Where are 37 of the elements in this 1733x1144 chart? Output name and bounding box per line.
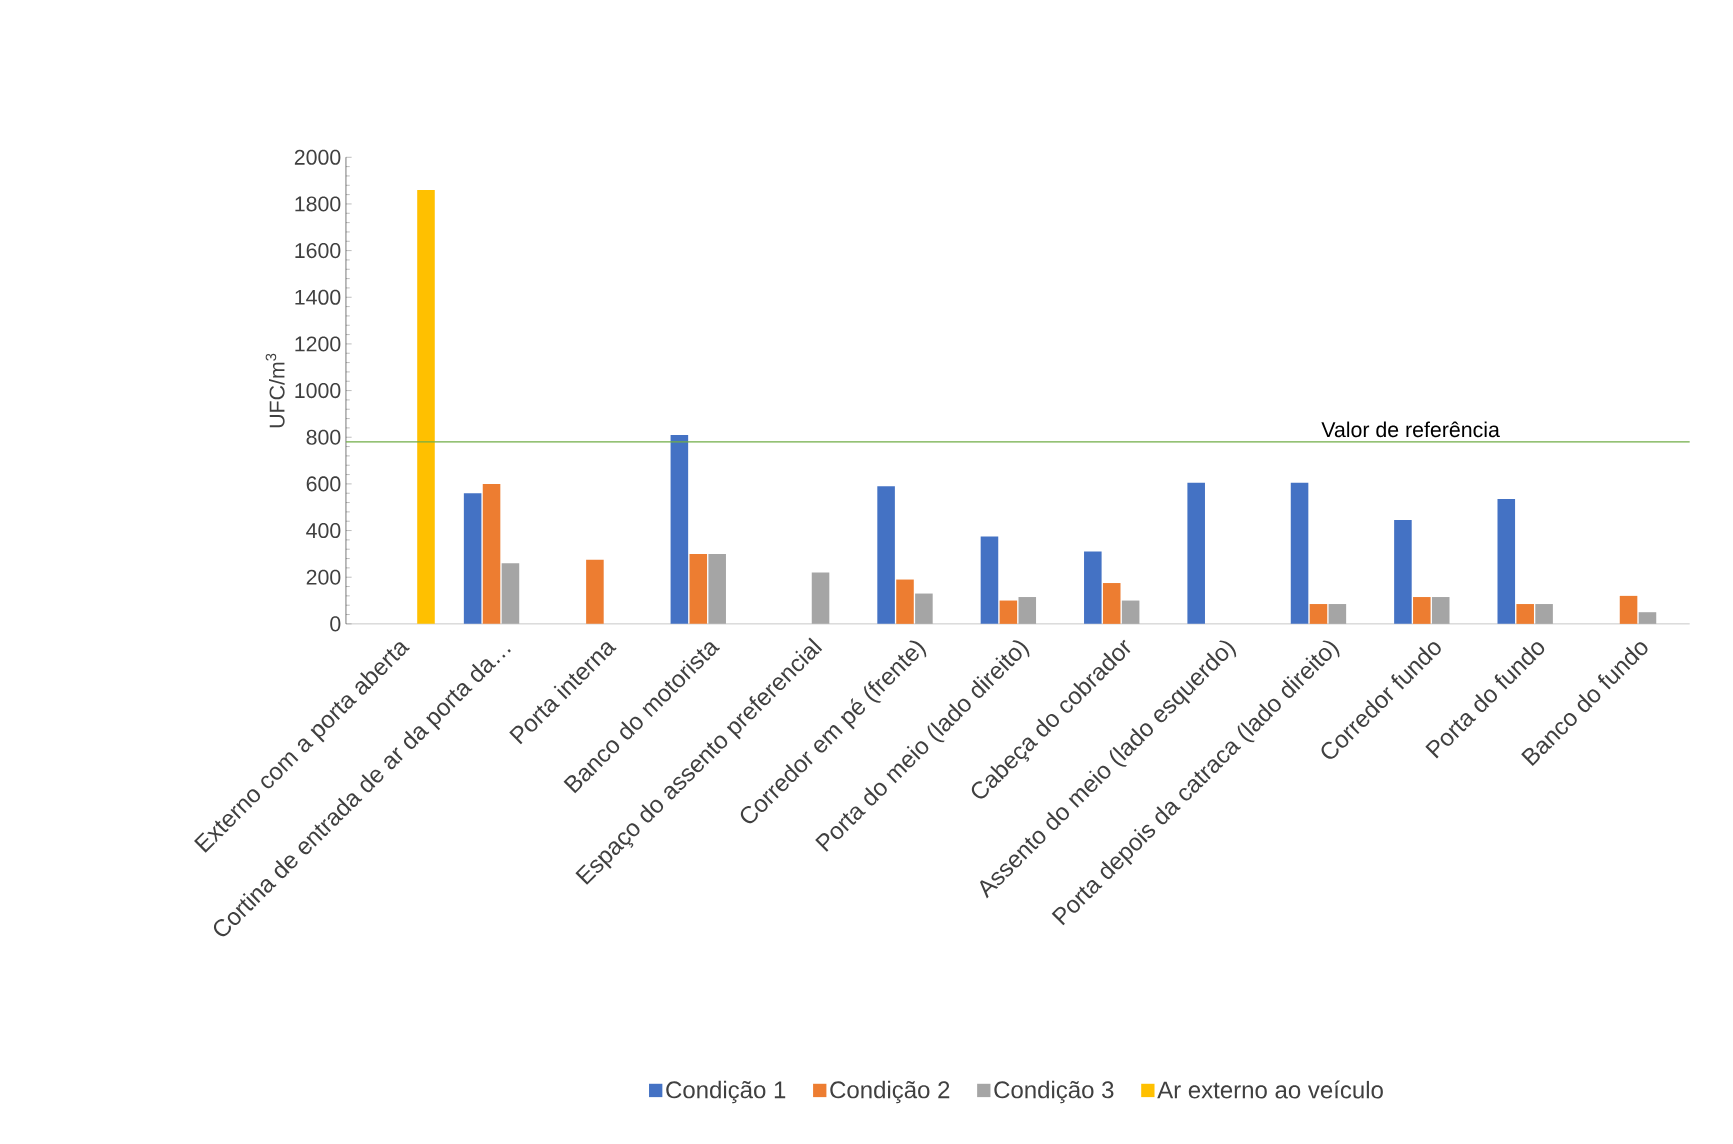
y-tick-label: 1200: [295, 336, 341, 352]
legend-label: Condição 2: [830, 1080, 950, 1104]
bar: [1394, 520, 1412, 624]
bar: [1290, 482, 1309, 624]
legend-label: Ar externo ao veículo: [1157, 1080, 1383, 1099]
bar: [896, 579, 914, 624]
y-tick-label: 0: [330, 616, 341, 632]
y-tick-label: 600: [306, 476, 341, 492]
legend-label: Condição 3: [994, 1080, 1114, 1104]
y-tick-label: 1800: [295, 196, 341, 212]
bar: [1309, 604, 1328, 624]
bar: [877, 486, 895, 624]
bar: [1619, 595, 1638, 624]
bar: [670, 435, 689, 624]
bar: [999, 600, 1018, 624]
ref-line-label: Valor de referência: [1321, 421, 1500, 438]
bar: [1413, 597, 1431, 624]
y-tick-label: 200: [306, 569, 341, 585]
bar: [1187, 482, 1205, 624]
y-tick-label: 800: [306, 429, 341, 445]
bar: [482, 484, 501, 624]
y-tick-label: 1400: [295, 289, 341, 305]
y-tick-label: 1000: [295, 383, 341, 399]
legend-label: Condição 1: [666, 1080, 786, 1104]
y-tick-label: 400: [306, 523, 341, 539]
bar: [463, 493, 482, 624]
bar: [980, 536, 999, 624]
bar: [1084, 551, 1102, 624]
bar: [586, 559, 604, 624]
bar: [1102, 583, 1121, 624]
y-tick-label: 2000: [294, 149, 341, 165]
bar: [1516, 604, 1534, 624]
y-axis-title: UFC/m$^{3}$: [265, 353, 285, 428]
bar: [417, 190, 435, 624]
y-tick-label: 1600: [295, 243, 341, 259]
bar: [689, 553, 708, 624]
bar: [1497, 499, 1516, 624]
